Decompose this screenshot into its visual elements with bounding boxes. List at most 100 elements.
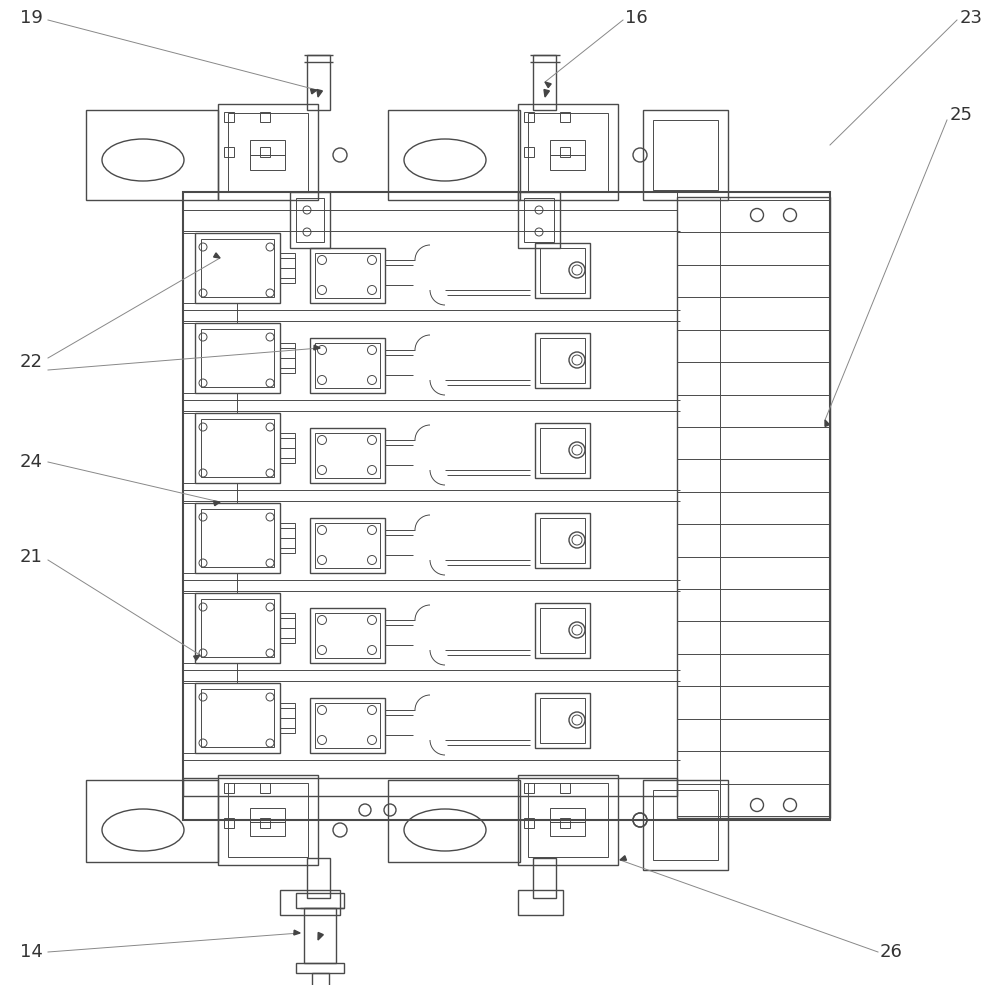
Bar	[250, 155, 285, 170]
Bar	[195, 593, 280, 663]
Bar	[183, 778, 677, 796]
Bar	[296, 963, 344, 973]
Bar	[535, 693, 590, 748]
Bar	[195, 233, 280, 303]
Bar	[315, 433, 380, 478]
Bar	[560, 147, 570, 157]
Bar	[524, 818, 534, 828]
Bar	[540, 428, 585, 473]
Bar	[280, 890, 340, 915]
Bar	[518, 104, 618, 200]
Bar	[304, 908, 336, 963]
Bar	[290, 192, 330, 248]
Bar	[550, 808, 585, 822]
Bar	[388, 110, 520, 200]
Bar	[540, 338, 585, 383]
Bar	[183, 192, 677, 210]
Bar	[315, 613, 380, 658]
Bar	[540, 518, 585, 563]
Bar	[250, 808, 285, 822]
Bar	[183, 192, 830, 820]
Bar	[280, 703, 295, 733]
Bar	[535, 243, 590, 298]
Bar	[524, 112, 534, 122]
Bar	[310, 608, 385, 663]
Bar	[528, 113, 608, 191]
Bar	[310, 518, 385, 573]
Text: 22: 22	[20, 353, 43, 371]
Bar	[280, 433, 295, 463]
Bar	[653, 120, 718, 190]
Text: 25: 25	[950, 106, 973, 124]
Bar	[310, 698, 385, 753]
Bar	[260, 783, 270, 793]
Bar	[310, 248, 385, 303]
Bar	[550, 155, 585, 170]
Bar	[315, 523, 380, 568]
Polygon shape	[544, 90, 549, 97]
Bar	[550, 140, 585, 155]
Bar	[535, 423, 590, 478]
Bar	[280, 613, 295, 643]
Bar	[218, 775, 318, 865]
Polygon shape	[214, 501, 220, 505]
Bar	[540, 608, 585, 653]
Bar	[560, 783, 570, 793]
Polygon shape	[294, 930, 300, 935]
Bar	[296, 893, 344, 908]
Polygon shape	[311, 90, 317, 94]
Bar	[250, 822, 285, 836]
Bar	[307, 858, 330, 898]
Bar	[86, 110, 218, 200]
Bar	[533, 858, 556, 898]
Bar	[307, 55, 330, 110]
Bar	[518, 775, 618, 865]
Bar	[533, 55, 556, 110]
Bar	[524, 147, 534, 157]
Polygon shape	[214, 253, 220, 258]
Polygon shape	[825, 420, 829, 427]
Bar	[195, 413, 280, 483]
Text: 23: 23	[960, 9, 983, 27]
Bar	[528, 783, 608, 857]
Polygon shape	[317, 90, 322, 97]
Bar	[201, 689, 274, 747]
Text: 21: 21	[20, 548, 43, 566]
Bar	[535, 513, 590, 568]
Bar	[310, 338, 385, 393]
Bar	[260, 147, 270, 157]
Bar	[195, 323, 280, 393]
Text: 14: 14	[20, 943, 43, 961]
Bar	[643, 110, 728, 200]
Bar	[280, 343, 295, 373]
Bar	[315, 343, 380, 388]
Bar	[518, 890, 563, 915]
Bar	[280, 253, 295, 283]
Bar	[560, 112, 570, 122]
Bar	[201, 419, 274, 477]
Bar	[228, 783, 308, 857]
Bar	[260, 112, 270, 122]
Bar	[560, 818, 570, 828]
Bar	[677, 197, 830, 818]
Bar	[312, 973, 329, 985]
Bar	[218, 104, 318, 200]
Bar	[201, 509, 274, 567]
Polygon shape	[314, 345, 320, 350]
Bar	[315, 253, 380, 298]
Bar	[280, 523, 295, 553]
Bar	[653, 790, 718, 860]
Bar	[518, 192, 560, 248]
Bar	[540, 248, 585, 293]
Polygon shape	[545, 82, 551, 88]
Bar	[535, 603, 590, 658]
Bar	[224, 147, 234, 157]
Bar	[195, 683, 280, 753]
Polygon shape	[620, 856, 626, 860]
Bar	[310, 428, 385, 483]
Text: 24: 24	[20, 453, 43, 471]
Bar	[524, 783, 534, 793]
Bar	[201, 239, 274, 297]
Bar	[550, 822, 585, 836]
Bar	[201, 329, 274, 387]
